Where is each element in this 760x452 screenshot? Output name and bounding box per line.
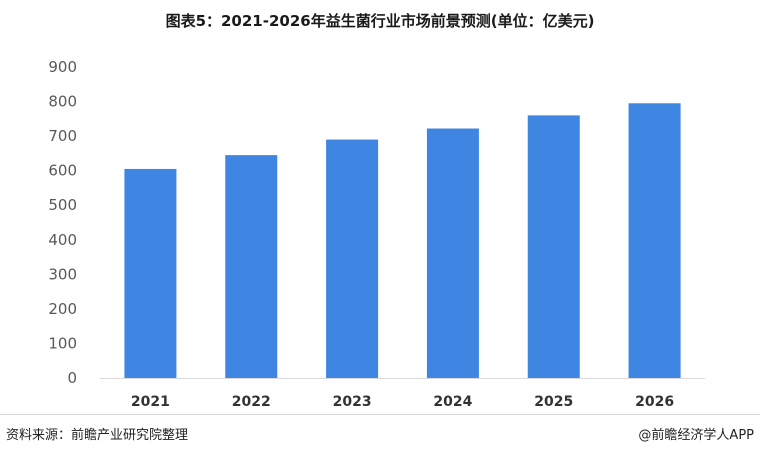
bar-2023 — [326, 139, 379, 378]
y-tick-label: 800 — [48, 93, 77, 111]
y-tick-label: 300 — [48, 265, 77, 283]
bar-2021 — [124, 168, 177, 378]
y-tick-label: 600 — [48, 162, 77, 180]
y-tick-label: 200 — [48, 300, 77, 318]
x-tick-label: 2023 — [333, 394, 372, 410]
y-tick-label: 0 — [67, 369, 77, 387]
y-tick-label: 100 — [48, 334, 77, 352]
bar-2025 — [527, 115, 580, 378]
chart-title: 图表5：2021-2026年益生菌行业市场前景预测(单位：亿美元) — [165, 12, 595, 30]
x-tick-label: 2021 — [131, 394, 170, 410]
x-tick-label: 2022 — [232, 394, 271, 410]
x-tick-label: 2025 — [534, 394, 573, 410]
x-tick-label: 2024 — [433, 394, 472, 410]
y-tick-label: 700 — [48, 127, 77, 145]
brand-label: @前瞻经济学人APP — [638, 428, 754, 443]
source-note: 资料来源：前瞻产业研究院整理 — [6, 428, 189, 443]
bar-2026 — [628, 103, 681, 379]
footer-divider — [0, 414, 760, 415]
bar-2024 — [426, 128, 479, 378]
bar-2022 — [225, 155, 278, 378]
y-tick-label: 900 — [48, 58, 77, 76]
x-tick-label: 2026 — [635, 394, 674, 410]
y-tick-label: 400 — [48, 231, 77, 249]
y-tick-label: 500 — [48, 196, 77, 214]
